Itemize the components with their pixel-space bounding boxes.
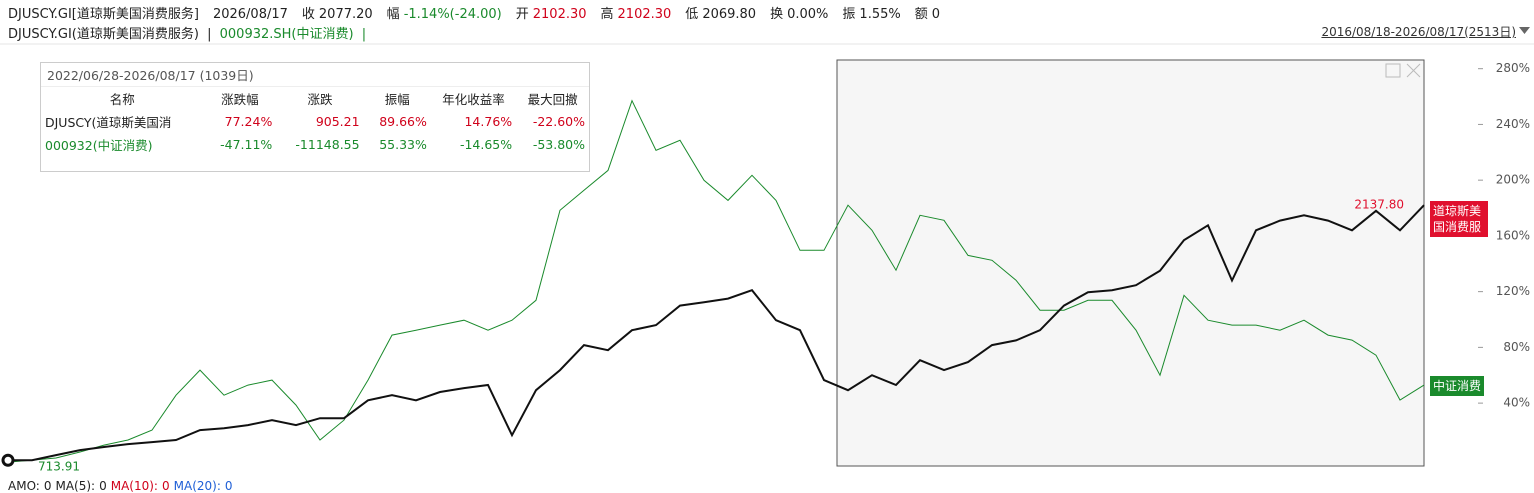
column-header: 振幅 bbox=[384, 92, 410, 107]
stat-value: 55.33% bbox=[379, 137, 427, 152]
separator: | bbox=[207, 27, 212, 42]
field-value: 0 bbox=[931, 7, 941, 22]
field-value: 0.00% bbox=[787, 7, 829, 22]
row-name: 000932(中证消费) bbox=[45, 138, 153, 153]
field-value: 1.55% bbox=[859, 7, 901, 22]
dropdown-arrow[interactable] bbox=[1519, 27, 1530, 34]
series-line bbox=[8, 204, 1425, 462]
stats-row: 000932(中证消费) -47.11% -11148.55 55.33% -14.65… bbox=[41, 133, 589, 156]
column-header: 涨跌幅 bbox=[221, 92, 259, 107]
indicator-value: 0 bbox=[161, 479, 170, 493]
legend-item[interactable]: 000932.SH(中证消费) bbox=[219, 27, 354, 42]
y-tick-label: 80% bbox=[1503, 340, 1530, 354]
quote-line: DJUSCY.GI[道琼斯美国消费服务] 2026/08/17 收 2077.20 幅 -… bbox=[8, 3, 954, 22]
stats-row: DJUSCY(道琼斯美国消 77.24% 905.21 89.66% 14.76% -22… bbox=[41, 110, 589, 133]
stat-value: -14.65% bbox=[459, 137, 513, 152]
field-label: 高 bbox=[600, 7, 614, 22]
end-label: 2137.80 bbox=[1354, 198, 1404, 212]
stat-value: -47.11% bbox=[220, 137, 273, 152]
field-value: 2102.30 bbox=[617, 7, 672, 22]
field-label: 换 bbox=[770, 7, 784, 22]
indicator-line: AMO: 0 MA(5): 0 MA(10): 0 MA(20): 0 bbox=[8, 479, 237, 493]
indicator-value: 0 bbox=[224, 479, 233, 493]
indicator-label: MA(10): bbox=[110, 479, 158, 493]
stat-value: -53.80% bbox=[532, 137, 585, 152]
series-line bbox=[7, 99, 1425, 463]
y-tick-label: 120% bbox=[1496, 284, 1530, 298]
series-tag: 中证消费 bbox=[1430, 376, 1485, 397]
field-label: 收 bbox=[301, 7, 315, 22]
security-code: DJUSCY.GI[道琼斯美国消费服务] bbox=[8, 7, 199, 22]
field-value: 2102.30 bbox=[532, 7, 587, 22]
date-range[interactable]: 2016/08/18-2026/08/17(2513日) bbox=[1321, 25, 1516, 39]
series-tag: 道琼斯美国消费服 bbox=[1430, 201, 1488, 238]
field-label: 振 bbox=[842, 7, 856, 22]
stat-value: 77.24% bbox=[224, 114, 273, 129]
y-tick-label: 160% bbox=[1496, 228, 1530, 242]
y-tick-label: 40% bbox=[1503, 396, 1530, 410]
legend-line: DJUSCY.GI(道琼斯美国消费服务) | 000932.SH(中证消费) | bbox=[8, 23, 370, 42]
indicator-value: 0 bbox=[99, 479, 107, 493]
field-value: -1.14%(-24.00) bbox=[403, 7, 502, 22]
field-label: 额 bbox=[914, 7, 928, 22]
stat-value: -11148.55 bbox=[295, 137, 360, 152]
column-header: 最大回撤 bbox=[527, 92, 578, 107]
stats-table: 名称 涨跌幅 涨跌 振幅 年化收益率 最大回撤 DJUSCY(道琼斯美国消 77.24% 905… bbox=[41, 87, 589, 156]
indicator-label: MA(20): bbox=[173, 479, 221, 493]
row-name: DJUSCY(道琼斯美国消 bbox=[45, 115, 172, 130]
quote-date: 2026/08/17 bbox=[212, 7, 288, 22]
indicator-label: AMO: bbox=[8, 479, 40, 493]
stats-panel: 2022/06/28-2026/08/17 (1039日) 名称 涨跌幅 涨跌 振幅 年… bbox=[40, 62, 590, 172]
selection-box bbox=[836, 59, 1425, 467]
stats-title: 2022/06/28-2026/08/17 (1039日) bbox=[41, 63, 589, 87]
field-label: 开 bbox=[515, 7, 529, 22]
close-icon[interactable] bbox=[1406, 63, 1421, 78]
field-value: 2069.80 bbox=[702, 7, 757, 22]
start-label: 713.91 bbox=[38, 460, 80, 474]
indicator-value: 0 bbox=[43, 479, 52, 493]
separator: | bbox=[361, 27, 367, 42]
field-label: 幅 bbox=[386, 7, 400, 22]
indicator-label: MA(5): bbox=[55, 479, 96, 493]
legend-item[interactable]: DJUSCY.GI(道琼斯美国消费服务) bbox=[8, 27, 199, 42]
field-value: 2077.20 bbox=[318, 7, 373, 22]
y-tick-label: 200% bbox=[1496, 173, 1530, 187]
start-marker bbox=[1, 453, 15, 467]
column-header: 年化收益率 bbox=[442, 92, 505, 107]
y-tick-label: 280% bbox=[1496, 61, 1530, 75]
field-label: 低 bbox=[685, 7, 699, 22]
stat-value: -22.60% bbox=[532, 114, 585, 129]
y-tick-label: 240% bbox=[1496, 117, 1530, 131]
stat-value: 14.76% bbox=[464, 114, 513, 129]
maximize-icon[interactable] bbox=[1385, 63, 1401, 78]
column-header: 名称 bbox=[109, 92, 135, 107]
stat-value: 905.21 bbox=[315, 114, 360, 129]
column-header: 涨跌 bbox=[307, 92, 333, 107]
stat-value: 89.66% bbox=[379, 114, 427, 129]
